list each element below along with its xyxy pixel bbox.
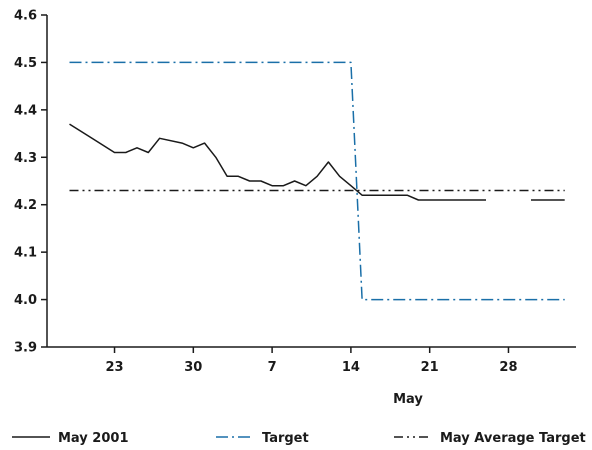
legend: May 2001 Target May Average Target: [12, 431, 586, 446]
x-axis-ticks: 23 30 7 14 21 28: [105, 347, 518, 375]
x-tick-label: 28: [499, 360, 517, 375]
series-line: [69, 61, 565, 301]
legend-label: May Average Target: [440, 431, 586, 446]
y-tick-label: 4.3: [14, 151, 37, 166]
series-may-2001: [69, 123, 565, 201]
x-tick-label: 23: [105, 360, 123, 375]
x-tick-label: 30: [184, 360, 202, 375]
y-tick-label: 4.2: [14, 198, 37, 213]
y-tick-label: 4.0: [14, 293, 37, 308]
y-tick-label: 4.6: [14, 9, 37, 24]
series-line: [69, 123, 486, 201]
x-tick-label: 14: [342, 360, 360, 375]
y-tick-label: 3.9: [14, 341, 37, 356]
x-tick-label: 21: [421, 360, 439, 375]
series-target: [69, 61, 565, 301]
x-tick-label: 7: [268, 360, 277, 375]
y-tick-label: 4.4: [14, 103, 37, 118]
y-tick-label: 4.5: [14, 56, 37, 71]
series-layer: [69, 61, 565, 301]
legend-label: May 2001: [58, 431, 129, 446]
x-axis-title: May: [393, 392, 423, 407]
y-tick-label: 4.1: [14, 246, 37, 261]
y-axis-ticks: 3.9 4.0 4.1 4.2 4.3 4.4 4.5 4.6: [14, 9, 47, 356]
legend-label: Target: [262, 431, 309, 446]
